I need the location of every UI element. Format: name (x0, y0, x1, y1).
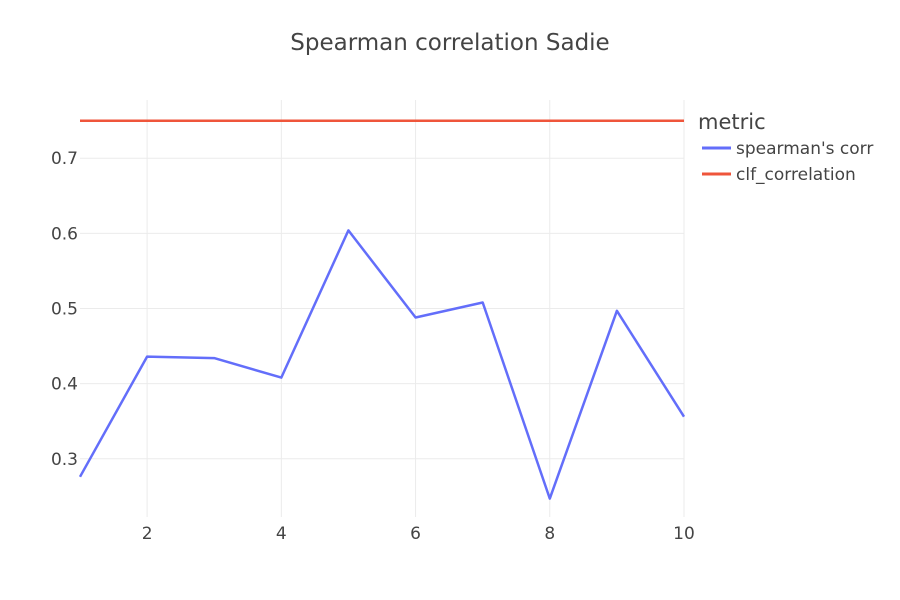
chart-title: Spearman correlation Sadie (290, 30, 609, 56)
y-tick-label: 0.7 (51, 149, 78, 169)
gridlines (80, 100, 685, 517)
x-tick-label: 6 (410, 524, 421, 544)
x-tick-label: 4 (276, 524, 287, 544)
legend-title: metric (698, 110, 766, 134)
y-tick-label: 0.4 (51, 375, 78, 395)
legend-label: clf_correlation (736, 165, 856, 185)
y-tick-label: 0.3 (51, 450, 78, 470)
legend-item-clf-correlation[interactable]: clf_correlation (702, 165, 856, 185)
legend-items: spearman's corr clf_correlation (702, 139, 873, 185)
series-line-spearman-s-corr (78, 229, 686, 500)
series-lines (78, 119, 686, 500)
x-tick-label: 2 (142, 524, 153, 544)
legend: metric spearman's corr clf_correlation (698, 110, 873, 185)
axis-ticks: 2 4 6 8 10 0.3 0.4 0.5 0.6 0.7 (51, 149, 695, 544)
y-tick-label: 0.6 (51, 224, 78, 244)
legend-label: spearman's corr (736, 139, 873, 159)
x-tick-label: 8 (544, 524, 555, 544)
legend-item-spearman-s-corr[interactable]: spearman's corr (702, 139, 873, 159)
x-tick-label: 10 (673, 524, 695, 544)
y-tick-label: 0.5 (51, 300, 78, 320)
